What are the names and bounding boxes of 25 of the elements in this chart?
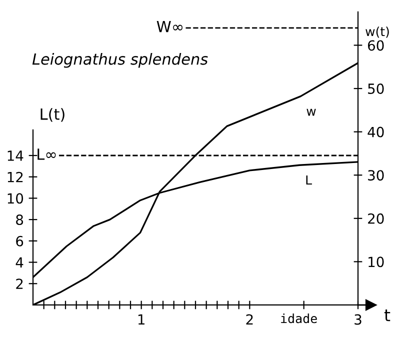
chart-title: Leiognathus splendens (32, 52, 208, 68)
x-tick-label: 1 (138, 314, 144, 325)
y2-tick-label: 10 (368, 256, 384, 268)
y2-axis-title: w(t) (366, 26, 389, 38)
y2-tick-label: 60 (368, 40, 384, 51)
ref-line-label: W∞ (156, 20, 182, 32)
text: idade (281, 314, 317, 324)
y-tick-label: 8 (16, 214, 24, 226)
x-tick-label: 2 (246, 314, 253, 325)
y-tick-label: 12 (8, 172, 23, 182)
ref-line-label: L∞ (38, 148, 56, 160)
series-label: L (306, 175, 312, 185)
y2-tick-label: 20 (368, 213, 384, 224)
x-axis-title: t (384, 309, 390, 322)
y-tick-label: 4 (16, 257, 24, 268)
x-tick-label: 3 (354, 314, 362, 325)
y-tick-label: 10 (8, 193, 24, 204)
y-tick-label: 6 (16, 236, 24, 246)
y-tick-label: 14 (8, 150, 24, 161)
y-tick-label: 2 (16, 278, 23, 289)
y2-tick-label: 50 (368, 83, 384, 94)
series-label: w (306, 108, 316, 116)
y-axis-title: L(t) (40, 108, 64, 122)
y2-tick-label: 40 (368, 126, 384, 138)
y2-tick-label: 30 (368, 170, 384, 181)
